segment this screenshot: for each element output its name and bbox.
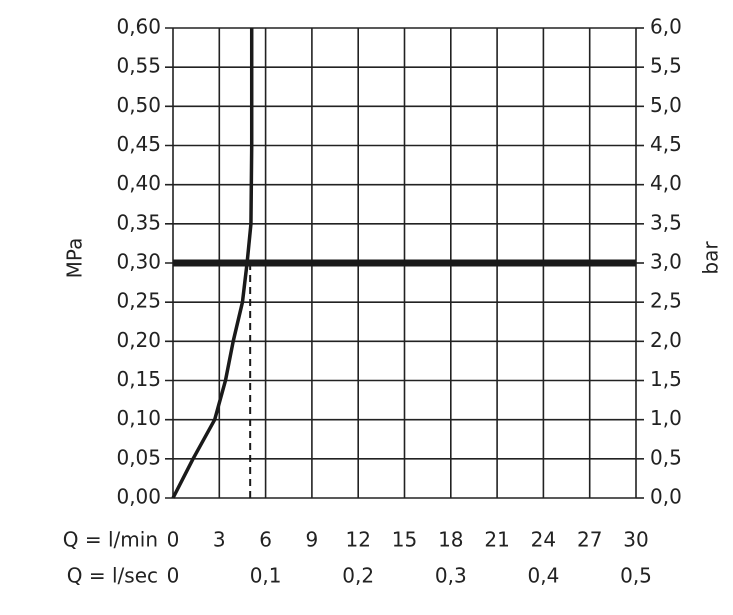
- flow-curve: [171, 28, 254, 499]
- y2-tick-label: 5,5: [650, 54, 682, 78]
- y-tick-label: 0,15: [116, 367, 161, 391]
- x-tick-label: 9: [306, 528, 319, 552]
- y-tick-label: 0,60: [116, 15, 161, 39]
- y-tick-label: 0,45: [116, 132, 161, 156]
- y2-tick-label: 4,0: [650, 171, 682, 195]
- x2-tick-label: 0: [167, 564, 180, 588]
- y2-tick-label: 1,5: [650, 367, 682, 391]
- y-tick-label: 0,10: [116, 406, 161, 430]
- x-tick-label: 3: [213, 528, 226, 552]
- y2-tick-label: 4,5: [650, 132, 682, 156]
- x2-tick-label: 0,3: [435, 564, 467, 588]
- y-tick-label: 0,00: [116, 485, 161, 509]
- x-tick-label: 27: [577, 528, 602, 552]
- y-tick-label: 0,20: [116, 328, 161, 352]
- x-tick-label: 6: [259, 528, 272, 552]
- y2-tick-label: 0,0: [650, 485, 682, 509]
- y-tick-label: 0,50: [116, 93, 161, 117]
- y2-tick-label: 6,0: [650, 15, 682, 39]
- x2-tick-label: 0,2: [342, 564, 374, 588]
- y2-axis-label: bar: [699, 241, 723, 275]
- x-tick-label: 15: [392, 528, 417, 552]
- y2-tick-label: 2,5: [650, 289, 682, 313]
- y-tick-label: 0,25: [116, 289, 161, 313]
- y-tick-label: 0,35: [116, 210, 161, 234]
- x-tick-label: 0: [167, 528, 180, 552]
- y2-tick-label: 3,0: [650, 250, 682, 274]
- x-tick-label: 24: [531, 528, 556, 552]
- x-axis-label: Q = l/min: [63, 528, 158, 552]
- y-tick-label: 0,05: [116, 445, 161, 469]
- x-tick-label: 30: [623, 528, 648, 552]
- y-tick-label: 0,40: [116, 171, 161, 195]
- x2-tick-label: 0,1: [250, 564, 282, 588]
- y-axis-label: MPa: [63, 238, 87, 279]
- x2-axis-label: Q = l/sec: [67, 564, 158, 588]
- y-tick-label: 0,55: [116, 54, 161, 78]
- y2-tick-label: 5,0: [650, 93, 682, 117]
- x-tick-label: 18: [438, 528, 463, 552]
- y2-tick-label: 0,5: [650, 445, 682, 469]
- y2-tick-label: 1,0: [650, 406, 682, 430]
- x2-tick-label: 0,4: [527, 564, 559, 588]
- y2-tick-label: 3,5: [650, 210, 682, 234]
- x2-tick-label: 0,5: [620, 564, 652, 588]
- y-tick-label: 0,30: [116, 250, 161, 274]
- y2-tick-label: 2,0: [650, 328, 682, 352]
- x-tick-label: 21: [484, 528, 509, 552]
- x-tick-label: 12: [345, 528, 370, 552]
